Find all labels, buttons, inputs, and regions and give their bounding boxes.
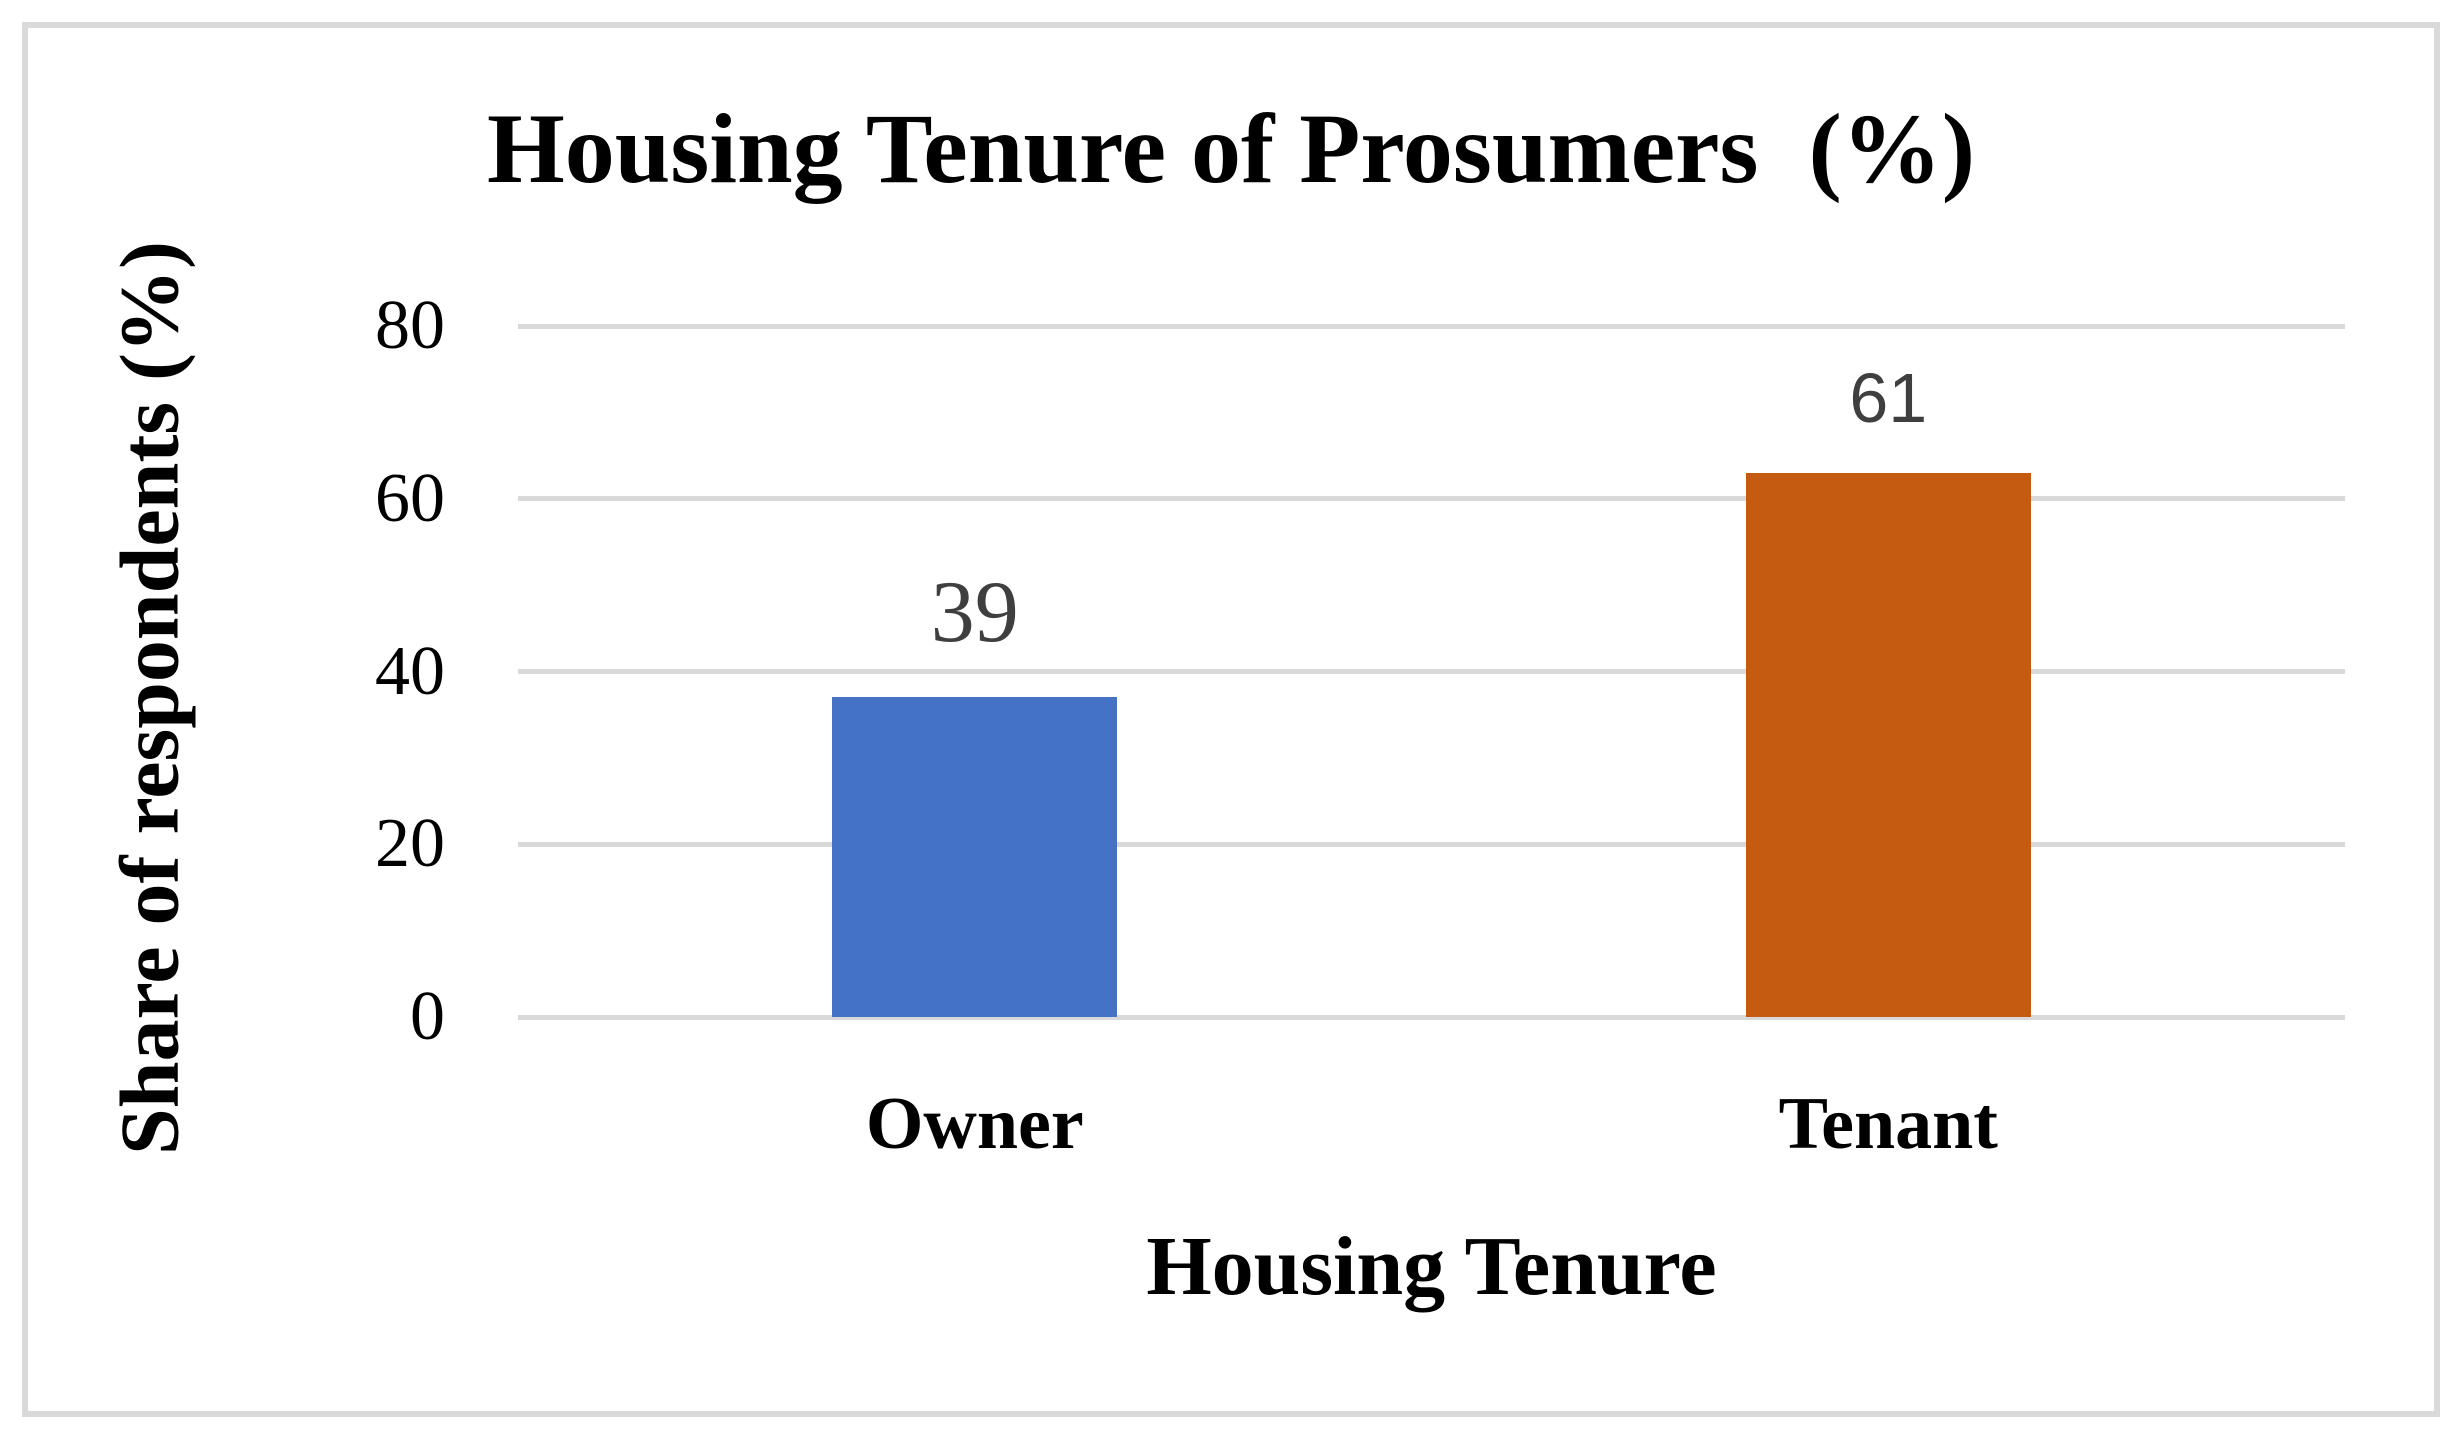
data-label-tenant: 61	[1849, 358, 1928, 437]
gridline-0	[518, 1014, 2345, 1020]
y-tick-label-60: 60	[375, 459, 445, 537]
bar-owner	[832, 697, 1118, 1017]
chart-title: Housing Tenure of Prosumers (%)	[486, 93, 1976, 204]
figure-border	[22, 22, 2440, 1417]
x-category-label-tenant: Tenant	[1778, 1083, 1998, 1165]
data-label-owner: 39	[930, 564, 1019, 662]
gridline-80	[518, 323, 2345, 329]
plot-area: 39 61	[518, 323, 2345, 1020]
y-tick-label-0: 0	[410, 978, 445, 1055]
y-tick-label-40: 40	[375, 632, 445, 710]
y-tick-label-80: 80	[375, 287, 445, 364]
x-category-label-owner: Owner	[865, 1083, 1084, 1165]
y-axis-title: Share of respondents (%)	[103, 241, 197, 1155]
gridline-20	[518, 841, 2345, 847]
x-axis-title: Housing Tenure	[1146, 1220, 1717, 1313]
y-tick-label-20: 20	[375, 805, 445, 883]
gridline-40	[518, 669, 2345, 674]
bar-tenant	[1745, 472, 2031, 1017]
gridline-60	[518, 496, 2345, 502]
